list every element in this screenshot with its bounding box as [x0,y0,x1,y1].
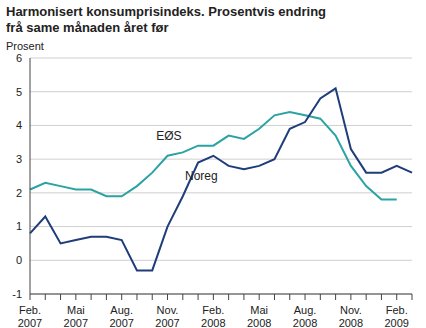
svg-text:1: 1 [16,220,22,232]
svg-text:EØS: EØS [156,129,181,143]
svg-text:6: 6 [16,52,22,64]
svg-text:Feb.2007: Feb.2007 [18,304,42,328]
html-text:Harmonisert konsumprisindeks.: Harmonisert konsumprisindeks. Prosentvis… [6,4,326,35]
svg-text:Mai2007: Mai2007 [64,304,88,328]
svg-text:4: 4 [16,119,22,131]
svg-text:Nov.2008: Nov.2008 [339,304,363,328]
svg-text:Nov.2007: Nov.2007 [155,304,179,328]
svg-text:2: 2 [16,187,22,199]
svg-text:Noreg: Noreg [185,169,218,183]
svg-text:0: 0 [16,254,22,266]
svg-text:Feb.2008: Feb.2008 [201,304,225,328]
svg-text:Feb.2009: Feb.2009 [384,304,408,328]
svg-text:3: 3 [16,153,22,165]
svg-text:Mai2008: Mai2008 [247,304,271,328]
svg-text:5: 5 [16,86,22,98]
svg-text:Aug.2007: Aug.2007 [109,304,133,328]
svg-text:-1: -1 [12,288,22,300]
svg-text:Aug.2008: Aug.2008 [293,304,317,328]
html-text:Prosent: Prosent [6,40,44,52]
